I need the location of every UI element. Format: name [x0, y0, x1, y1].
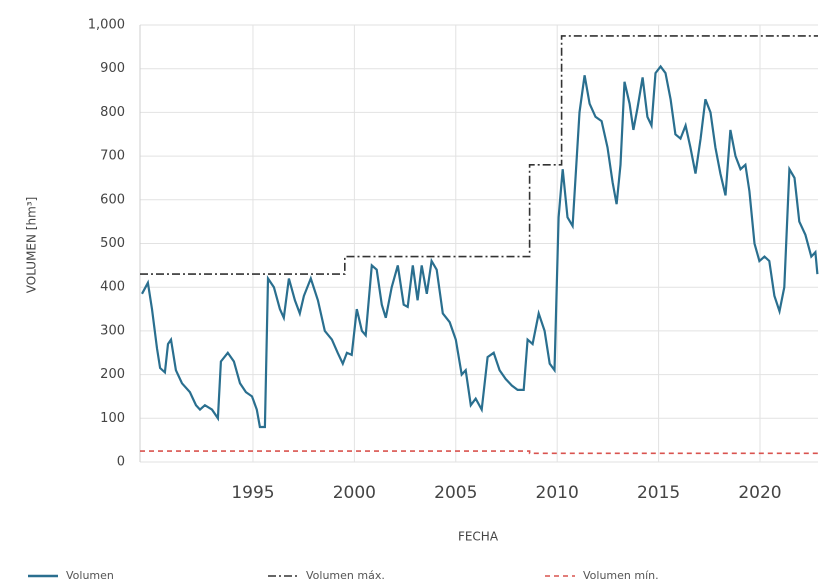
y-tick-label: 1,000 — [88, 18, 125, 33]
x-tick-label: 2000 — [333, 483, 376, 503]
x-tick-label: 1995 — [231, 483, 274, 503]
y-tick-label: 800 — [100, 105, 125, 120]
series-line — [141, 64, 819, 429]
x-tick-label: 2005 — [434, 483, 477, 503]
y-axis-title: VOLUMEN [hm³] — [25, 197, 39, 294]
legend-label: Volumen máx. — [306, 569, 385, 582]
series-line — [140, 35, 818, 275]
y-tick-label: 900 — [100, 61, 125, 76]
x-tick-label: 2015 — [637, 483, 680, 503]
x-axis-title: FECHA — [458, 530, 499, 544]
legend-label: Volumen — [66, 569, 114, 582]
x-tick-label: 2010 — [536, 483, 579, 503]
series-line — [140, 450, 818, 455]
y-tick-label: 400 — [100, 280, 125, 295]
y-tick-label: 200 — [100, 367, 125, 382]
y-tick-label: 600 — [100, 192, 125, 207]
legend-label: Volumen mín. — [583, 569, 659, 582]
y-tick-label: 300 — [100, 323, 125, 338]
y-tick-label: 0 — [117, 455, 125, 470]
x-tick-label: 2020 — [738, 483, 781, 503]
y-tick-label: 700 — [100, 149, 125, 164]
y-tick-label: 500 — [100, 236, 125, 251]
y-tick-label: 100 — [100, 411, 125, 426]
